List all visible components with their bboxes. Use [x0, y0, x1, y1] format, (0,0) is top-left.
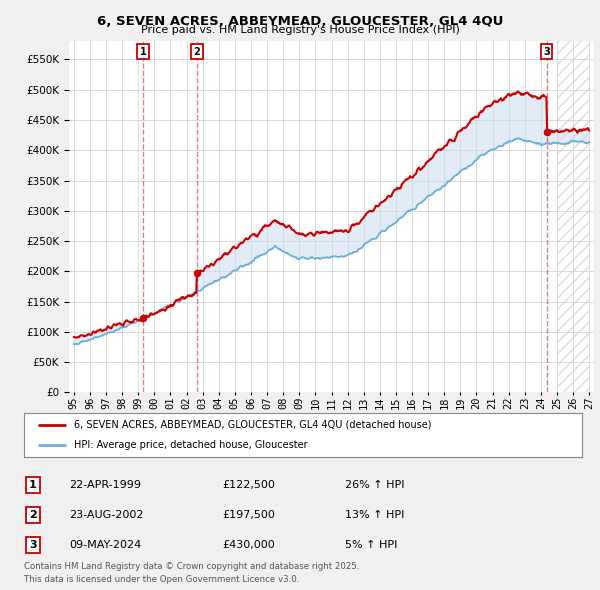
- Text: 2: 2: [29, 510, 37, 520]
- Text: 1: 1: [140, 47, 146, 57]
- Text: 6, SEVEN ACRES, ABBEYMEAD, GLOUCESTER, GL4 4QU (detached house): 6, SEVEN ACRES, ABBEYMEAD, GLOUCESTER, G…: [74, 420, 432, 430]
- Text: 1: 1: [29, 480, 37, 490]
- Text: This data is licensed under the Open Government Licence v3.0.: This data is licensed under the Open Gov…: [24, 575, 299, 584]
- Text: 2: 2: [193, 47, 200, 57]
- Text: 3: 3: [29, 540, 37, 550]
- Text: £430,000: £430,000: [222, 540, 275, 550]
- Text: 09-MAY-2024: 09-MAY-2024: [69, 540, 141, 550]
- Text: £197,500: £197,500: [222, 510, 275, 520]
- Text: HPI: Average price, detached house, Gloucester: HPI: Average price, detached house, Glou…: [74, 440, 308, 450]
- Text: 13% ↑ HPI: 13% ↑ HPI: [345, 510, 404, 520]
- Text: Contains HM Land Registry data © Crown copyright and database right 2025.: Contains HM Land Registry data © Crown c…: [24, 562, 359, 571]
- Point: [542, 127, 551, 137]
- Text: 3: 3: [543, 47, 550, 57]
- Text: Price paid vs. HM Land Registry's House Price Index (HPI): Price paid vs. HM Land Registry's House …: [140, 25, 460, 35]
- Text: 22-APR-1999: 22-APR-1999: [69, 480, 141, 490]
- Text: 6, SEVEN ACRES, ABBEYMEAD, GLOUCESTER, GL4 4QU: 6, SEVEN ACRES, ABBEYMEAD, GLOUCESTER, G…: [97, 15, 503, 28]
- Text: 26% ↑ HPI: 26% ↑ HPI: [345, 480, 404, 490]
- Point: [139, 313, 148, 323]
- Text: £122,500: £122,500: [222, 480, 275, 490]
- Text: 5% ↑ HPI: 5% ↑ HPI: [345, 540, 397, 550]
- Text: 23-AUG-2002: 23-AUG-2002: [69, 510, 143, 520]
- Point: [192, 268, 202, 277]
